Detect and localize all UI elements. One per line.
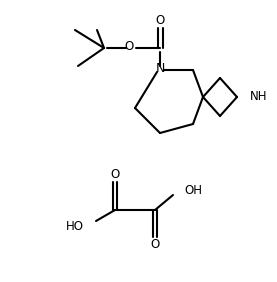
Text: O: O xyxy=(150,237,160,250)
Text: NH: NH xyxy=(250,91,268,103)
Text: O: O xyxy=(110,169,120,182)
Text: HO: HO xyxy=(66,221,84,233)
Text: O: O xyxy=(124,41,134,54)
Text: O: O xyxy=(155,14,165,28)
Text: N: N xyxy=(155,63,165,76)
Text: OH: OH xyxy=(184,184,202,197)
